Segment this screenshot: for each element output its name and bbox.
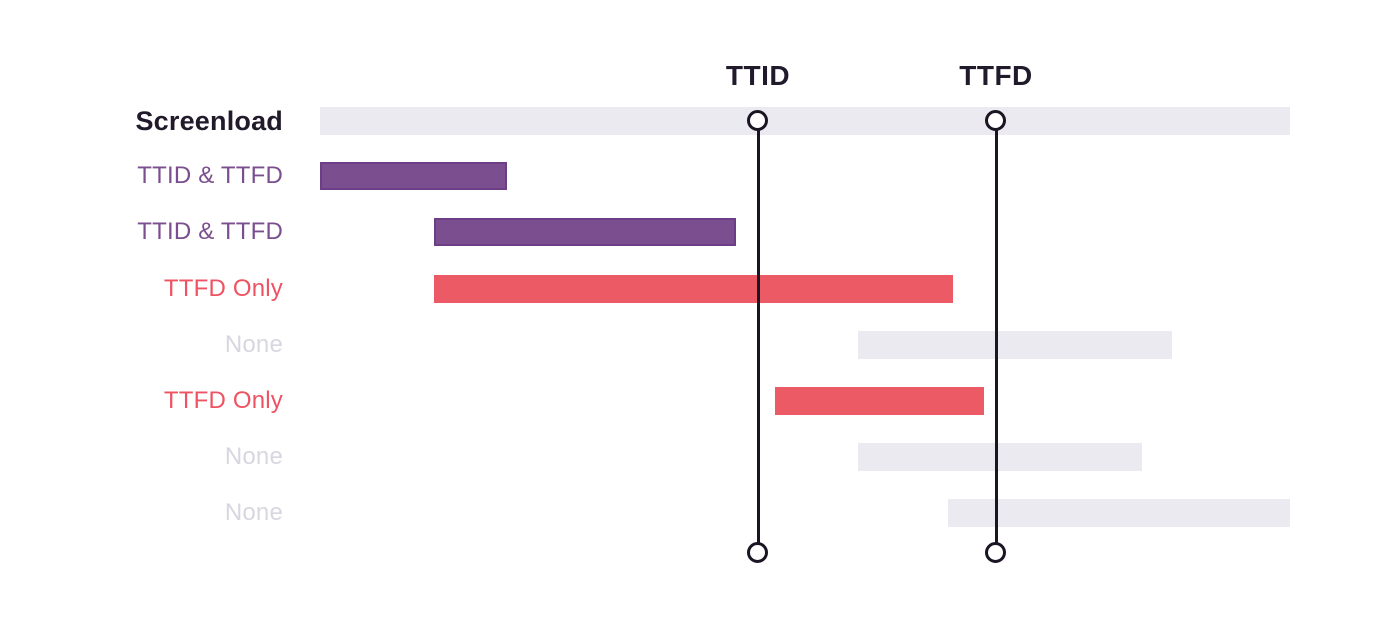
ttfd-marker-label: TTFD <box>959 60 1033 91</box>
ttfd-marker-line <box>994 121 998 553</box>
row-label-none: None <box>224 499 283 526</box>
ttid-marker-label: TTID <box>725 60 791 91</box>
ttid-marker-line <box>756 121 760 553</box>
row-label-screenload: Screenload <box>135 105 283 136</box>
span-bar-ttfd-only <box>775 387 984 415</box>
span-bar-none <box>948 499 1290 527</box>
row-label-none: None <box>224 443 283 470</box>
row-label-ttfd-only: TTFD Only <box>163 387 283 414</box>
ttfd-bottom-circle-icon <box>985 542 1006 563</box>
row-label-ttid-ttfd: TTID & TTFD <box>137 162 283 189</box>
ttid-top-circle-icon <box>747 110 768 131</box>
span-bar-ttid-ttfd <box>434 218 736 246</box>
ttid-bottom-circle-icon <box>747 542 768 563</box>
span-bar-none <box>858 443 1142 471</box>
row-label-ttfd-only: TTFD Only <box>163 275 283 302</box>
span-bar-none <box>858 331 1172 359</box>
span-bar-screenload <box>320 107 1290 135</box>
span-bar-ttid-ttfd <box>320 162 507 190</box>
ttfd-top-circle-icon <box>985 110 1006 131</box>
row-label-none: None <box>224 331 283 358</box>
span-bar-ttfd-only <box>434 275 953 303</box>
row-label-ttid-ttfd: TTID & TTFD <box>137 218 283 245</box>
